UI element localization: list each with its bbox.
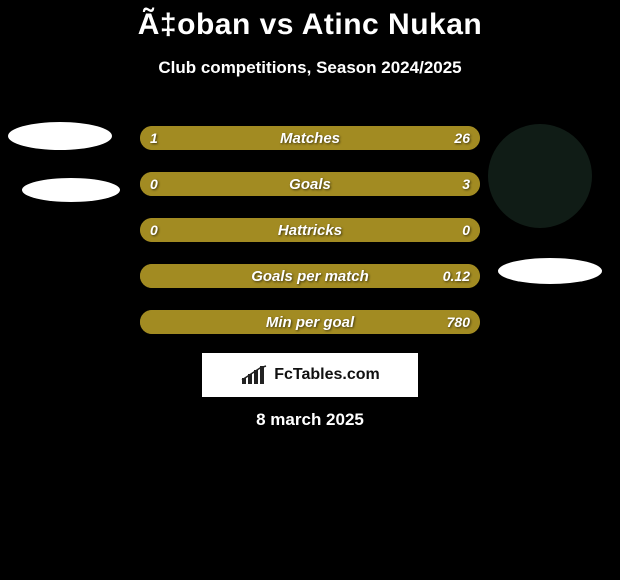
stat-bar: Matches126	[140, 126, 480, 150]
chart-bars-icon	[240, 364, 268, 386]
player-left-pill-1	[8, 122, 112, 150]
bar-fill-left	[140, 126, 198, 150]
stat-bar: Min per goal780	[140, 310, 480, 334]
fctables-logo: FcTables.com	[202, 353, 418, 397]
bar-fill-right	[140, 264, 480, 288]
stat-bar: Goals03	[140, 172, 480, 196]
bar-value-left: 0	[150, 172, 158, 196]
bar-fill-left	[140, 172, 150, 196]
stat-bar: Hattricks00	[140, 218, 480, 242]
bar-value-right: 0	[462, 218, 470, 242]
player-left-pill-2	[22, 178, 120, 202]
stat-bars: Matches126Goals03Hattricks00Goals per ma…	[140, 126, 480, 356]
bar-fill-right	[198, 126, 480, 150]
bar-value-right: 26	[454, 126, 470, 150]
player-right-avatar	[488, 124, 592, 228]
subtitle: Club competitions, Season 2024/2025	[0, 58, 620, 78]
bar-fill-right	[140, 310, 480, 334]
page-title: Ã‡oban vs Atinc Nukan	[0, 0, 620, 42]
bar-value-right: 3	[462, 172, 470, 196]
player-right-pill	[498, 258, 602, 284]
bar-value-right: 780	[447, 310, 470, 334]
bar-fill-left	[140, 218, 480, 242]
stat-bar: Goals per match0.12	[140, 264, 480, 288]
date-label: 8 march 2025	[0, 410, 620, 430]
logo-text: FcTables.com	[274, 366, 380, 384]
bar-value-left: 1	[150, 126, 158, 150]
bar-value-left: 0	[150, 218, 158, 242]
bar-value-right: 0.12	[443, 264, 470, 288]
bar-fill-right	[150, 172, 480, 196]
